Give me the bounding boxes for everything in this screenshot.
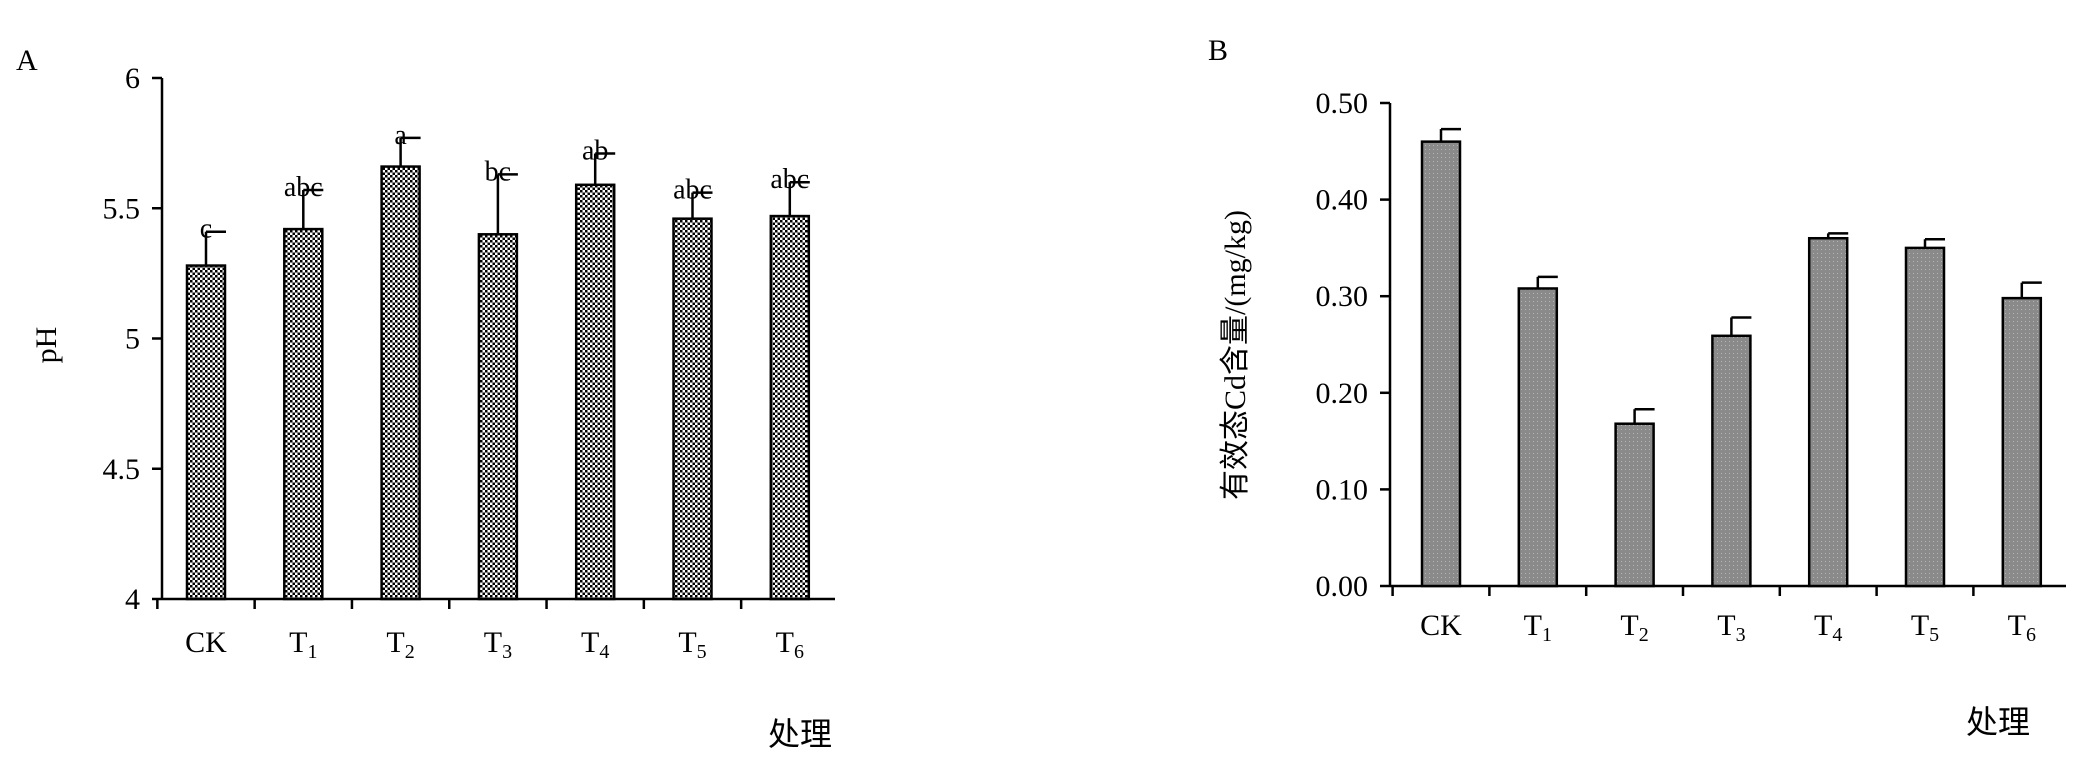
panel-b-category-label: T6 bbox=[2008, 609, 2036, 646]
panel-b-bar-t3 bbox=[1711, 334, 1752, 588]
panel-a-bar-t2 bbox=[380, 165, 421, 601]
panel-a-significance-letter: a bbox=[394, 120, 407, 151]
panel-a-label: A bbox=[16, 44, 38, 77]
panel-a-category-label: T2 bbox=[386, 626, 414, 663]
panel-a-y-axis-label: pH bbox=[30, 327, 63, 364]
panel-a-category-label: T1 bbox=[289, 626, 317, 663]
panel-b-chart: B 有效态Cd含量/(mg/kg) 处理 0.00 0.10 0.20 0.30 0.4… bbox=[1208, 34, 2066, 740]
panel-a-significance-letter: ab bbox=[582, 136, 608, 167]
panel-a-category-label: T6 bbox=[776, 626, 804, 663]
panel-b-x-axis-label: 处理 bbox=[1966, 704, 2030, 740]
panel-b-category-label: T1 bbox=[1524, 609, 1552, 646]
panel-b-y-tick-label: 0.30 bbox=[1316, 280, 1369, 313]
panel-a-category-label: T3 bbox=[484, 626, 512, 663]
panel-b-bar-t6 bbox=[2001, 296, 2043, 588]
panel-a-category-label: T4 bbox=[581, 626, 609, 663]
panel-a-bar-t3 bbox=[477, 233, 519, 601]
panel-a-y-tick-label: 6 bbox=[125, 62, 140, 95]
panel-a-bar-t5 bbox=[672, 217, 713, 601]
panel-a-category-label: T5 bbox=[678, 626, 706, 663]
panel-b-y-axis-label: 有效态Cd含量/(mg/kg) bbox=[1219, 210, 1252, 500]
panel-a-bar-t6 bbox=[769, 214, 811, 601]
panel-a-y-tick-label: 5.5 bbox=[103, 192, 141, 225]
panel-a-significance-letter: c bbox=[200, 214, 212, 245]
panel-b-y-tick-label: 0.40 bbox=[1316, 184, 1369, 217]
panel-b-bar-t5 bbox=[1904, 246, 1946, 588]
panel-b-bar-t4 bbox=[1807, 236, 1849, 588]
panel-a-significance-letter: bc bbox=[485, 156, 511, 187]
panel-a-x-axis-label: 处理 bbox=[768, 716, 832, 752]
panel-b-y-tick-label: 0.00 bbox=[1316, 570, 1369, 603]
panel-b-y-tick-label: 0.50 bbox=[1316, 87, 1369, 120]
panel-b-bar-t1 bbox=[1517, 287, 1559, 588]
panel-a-y-tick-label: 4.5 bbox=[103, 453, 141, 486]
panel-b-y-tick-label: 0.20 bbox=[1316, 377, 1369, 410]
panel-a-significance-letter: abc bbox=[770, 164, 809, 195]
panel-b-category-label: T4 bbox=[1814, 609, 1842, 646]
panel-a-bar-ck bbox=[185, 264, 227, 601]
panel-b-label: B bbox=[1208, 34, 1228, 67]
panel-a-category-label: CK bbox=[185, 626, 227, 659]
panel-b-y-tick-label: 0.10 bbox=[1316, 473, 1369, 506]
panel-a-bar-t4 bbox=[574, 183, 616, 601]
panel-b-category-label: T5 bbox=[1911, 609, 1939, 646]
panel-b-bar-ck bbox=[1420, 140, 1462, 588]
panel-a-y-tick-label: 4 bbox=[125, 583, 140, 616]
panel-b-category-label: CK bbox=[1420, 609, 1462, 642]
panel-a-significance-letter: abc bbox=[284, 172, 323, 203]
panel-a-bar-t1 bbox=[283, 227, 324, 601]
panel-b-category-label: T3 bbox=[1717, 609, 1745, 646]
panel-a-significance-letter: abc bbox=[673, 175, 712, 206]
panel-a-y-tick-label: 5 bbox=[125, 323, 140, 356]
panel-b-category-label: T2 bbox=[1620, 609, 1648, 646]
panel-b-bar-t2 bbox=[1614, 422, 1655, 588]
